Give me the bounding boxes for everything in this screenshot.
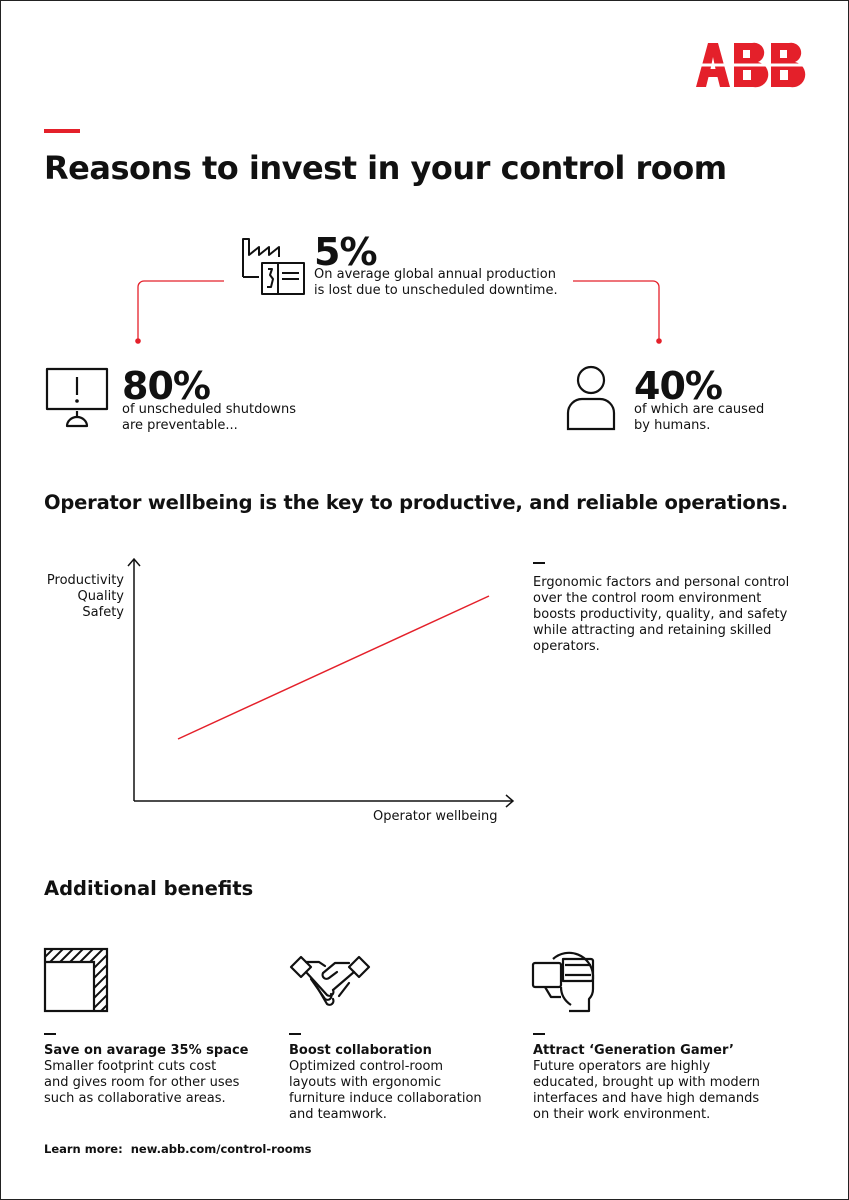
benefit-3-text: Future operators are highly educated, br… bbox=[533, 1059, 760, 1122]
benefits-heading: Additional benefits bbox=[44, 877, 254, 900]
learn-more: Learn more: new.abb.com/control-rooms bbox=[44, 1142, 311, 1156]
description-dash bbox=[533, 562, 545, 564]
stat-80-line2: are preventable... bbox=[122, 418, 238, 433]
benefit-2-text: Optimized control-room layouts with ergo… bbox=[289, 1059, 482, 1122]
benefit-2-dash bbox=[289, 1033, 301, 1035]
trend-line bbox=[177, 595, 490, 740]
wellbeing-description: Ergonomic factors and personal control o… bbox=[533, 575, 790, 654]
learn-more-label: Learn more: bbox=[44, 1142, 123, 1156]
benefit-3-title: Attract ‘Generation Gamer’ bbox=[533, 1043, 734, 1058]
monitor-alert-icon bbox=[45, 367, 109, 428]
floor-space-icon bbox=[43, 947, 109, 1013]
benefit-2-title: Boost collaboration bbox=[289, 1043, 432, 1058]
x-axis-arrow bbox=[505, 794, 515, 808]
stat-5-line1: On average global annual production bbox=[314, 267, 556, 282]
handshake-icon bbox=[289, 955, 371, 1006]
y-label-productivity: Productivity bbox=[46, 573, 124, 588]
benefit-3-dash bbox=[533, 1033, 545, 1035]
benefit-1-title: Save on avarage 35% space bbox=[44, 1043, 249, 1058]
stat-5-line2: is lost due to unscheduled downtime. bbox=[314, 283, 558, 298]
vr-headset-icon bbox=[531, 951, 595, 1013]
accent-bar bbox=[44, 129, 80, 133]
learn-more-link[interactable]: new.abb.com/control-rooms bbox=[130, 1142, 312, 1156]
y-label-quality: Quality bbox=[77, 589, 124, 604]
wellbeing-heading: Operator wellbeing is the key to product… bbox=[44, 491, 788, 514]
stat-80-line1: of unscheduled shutdowns bbox=[122, 402, 296, 417]
x-label: Operator wellbeing bbox=[373, 809, 498, 824]
abb-logo bbox=[696, 42, 808, 88]
person-icon bbox=[566, 365, 616, 431]
y-label-safety: Safety bbox=[82, 605, 124, 620]
y-axis-arrow bbox=[127, 557, 141, 567]
stat-40-line2: by humans. bbox=[634, 418, 711, 433]
factory-control-panel-icon bbox=[242, 238, 305, 295]
wellbeing-diagram bbox=[127, 557, 515, 808]
benefit-1-text: Smaller footprint cuts cost and gives ro… bbox=[44, 1059, 240, 1106]
stat-5-value: 5% bbox=[314, 230, 378, 274]
stat-40-value: 40% bbox=[634, 364, 723, 408]
stat-80-value: 80% bbox=[122, 364, 211, 408]
benefit-1-dash bbox=[44, 1033, 56, 1035]
page-title: Reasons to invest in your control room bbox=[44, 149, 727, 187]
stat-40-line1: of which are caused bbox=[634, 402, 765, 417]
